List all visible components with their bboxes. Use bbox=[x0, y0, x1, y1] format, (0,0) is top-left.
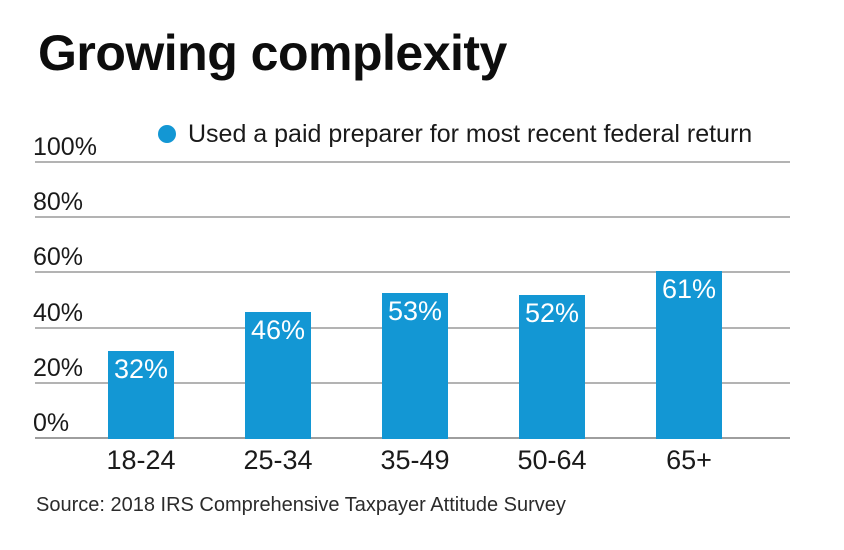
y-axis-tick-label: 40% bbox=[33, 298, 84, 327]
bar-value-label: 53% bbox=[387, 296, 443, 326]
y-axis-tick-label: 0% bbox=[33, 409, 70, 437]
chart-title: Growing complexity bbox=[38, 25, 507, 81]
x-axis-tick-label: 25-34 bbox=[243, 445, 313, 475]
bar: 52% bbox=[519, 295, 585, 439]
bar: 61% bbox=[656, 271, 722, 439]
gridline bbox=[35, 161, 790, 163]
gridline bbox=[35, 271, 790, 274]
bar-value-label: 32% bbox=[113, 354, 169, 384]
legend: Used a paid preparer for most recent fed… bbox=[158, 119, 752, 149]
y-axis-tick-label: 60% bbox=[33, 243, 84, 272]
bar-value-label: 61% bbox=[661, 274, 717, 304]
bar-value-label: 52% bbox=[524, 298, 580, 328]
bar: 53% bbox=[382, 293, 448, 439]
y-axis-tick-label: 20% bbox=[33, 353, 84, 382]
gridline bbox=[35, 216, 790, 219]
legend-marker-icon bbox=[158, 125, 176, 143]
x-axis-tick-label: 18-24 bbox=[106, 445, 176, 475]
bar: 32% bbox=[108, 351, 174, 439]
x-axis-tick-label: 65+ bbox=[666, 445, 712, 475]
bar-value-label: 46% bbox=[250, 315, 306, 345]
y-axis-tick-label: 100% bbox=[33, 133, 97, 161]
source-note: Source: 2018 IRS Comprehensive Taxpayer … bbox=[36, 494, 566, 516]
x-axis-tick-label: 35-49 bbox=[380, 445, 450, 475]
legend-label: Used a paid preparer for most recent fed… bbox=[188, 119, 753, 148]
y-axis-tick-label: 80% bbox=[33, 188, 84, 217]
x-axis-tick-label: 50-64 bbox=[517, 445, 587, 475]
bar: 46% bbox=[245, 312, 311, 439]
